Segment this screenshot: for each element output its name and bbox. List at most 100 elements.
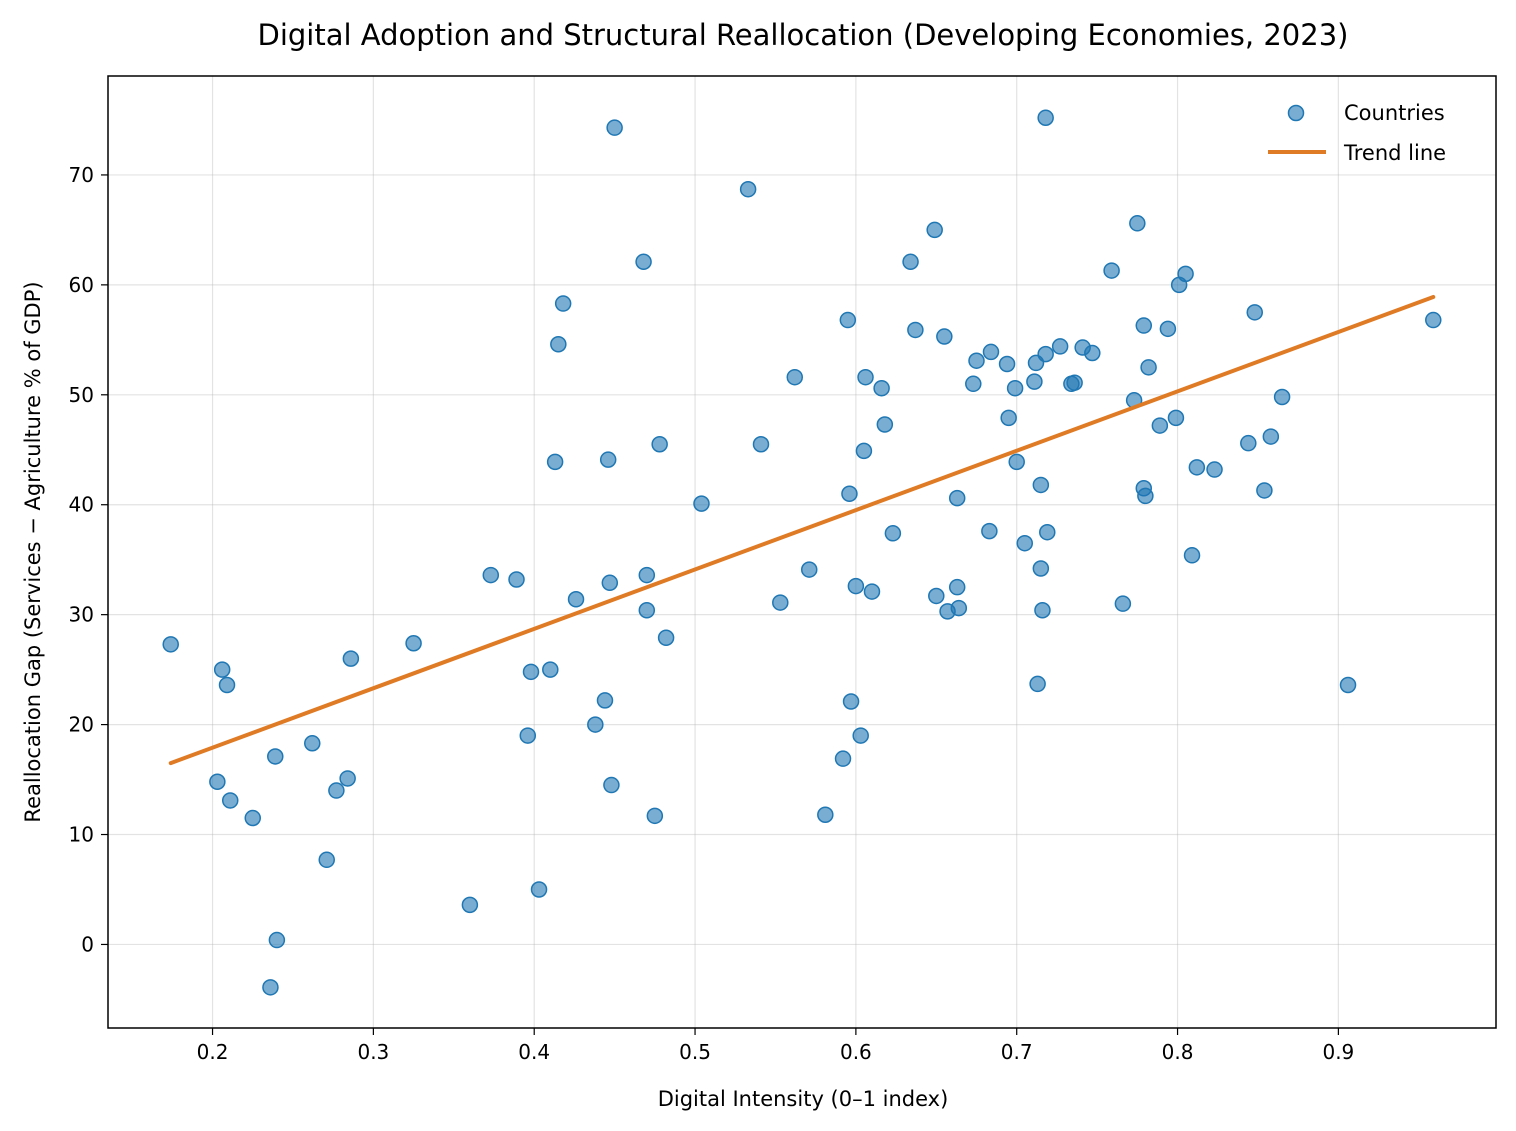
data-point: [1273, 388, 1291, 406]
data-point: [461, 896, 479, 914]
data-point: [847, 577, 865, 595]
data-point: [907, 321, 924, 339]
data-point: [1084, 344, 1101, 362]
data-point: [1029, 675, 1046, 693]
data-point: [1177, 265, 1194, 283]
data-point: [657, 629, 675, 646]
data-point: [928, 587, 945, 605]
data-point: [638, 566, 656, 584]
x-tick-label: 0.7: [1001, 1040, 1033, 1064]
data-point: [405, 634, 422, 652]
data-point: [218, 676, 236, 694]
data-point: [546, 453, 564, 471]
data-point: [1183, 547, 1201, 564]
x-tick-label: 0.6: [840, 1040, 872, 1064]
y-tick-label: 50: [69, 383, 94, 407]
data-point: [1262, 428, 1280, 445]
data-point: [508, 571, 525, 588]
data-point: [857, 368, 874, 386]
legend: Countries Trend line: [1268, 101, 1446, 165]
data-point: [772, 594, 789, 611]
data-point: [965, 375, 982, 393]
data-point: [599, 451, 617, 468]
x-tick-label: 0.9: [1322, 1040, 1354, 1064]
data-point: [1246, 304, 1263, 321]
x-tick-label: 0.3: [357, 1040, 389, 1064]
y-tick-label: 30: [69, 603, 94, 627]
data-point: [1129, 215, 1146, 232]
legend-label-trend: Trend line: [1343, 141, 1446, 165]
data-point: [522, 663, 540, 681]
data-point: [950, 599, 968, 617]
data-point: [1037, 109, 1054, 127]
axis-ticks: 0.2 0.3 0.4 0.5 0.6 0.7 0.8 0.9 0 10 20 30 40 50 60 70: [69, 163, 1355, 1064]
data-point: [162, 636, 179, 653]
data-point: [817, 806, 834, 823]
data-point: [244, 809, 262, 827]
data-point: [603, 776, 620, 794]
data-point: [1103, 262, 1120, 279]
data-point: [1137, 487, 1154, 505]
data-point: [1240, 434, 1257, 452]
data-point: [752, 436, 770, 453]
data-point: [1051, 338, 1069, 355]
x-axis-label: Digital Intensity (0–1 index): [658, 1087, 949, 1111]
data-point: [839, 311, 857, 329]
data-point: [852, 727, 869, 744]
y-tick-label: 20: [69, 713, 94, 737]
data-point: [876, 416, 894, 433]
data-point: [1159, 320, 1177, 338]
data-point: [1167, 409, 1185, 427]
data-point: [873, 379, 890, 397]
data-point: [834, 750, 852, 767]
data-point: [530, 881, 548, 898]
trend-line-layer: [168, 294, 1436, 766]
data-point: [1034, 602, 1051, 619]
y-tick-label: 40: [69, 493, 94, 517]
x-tick-label: 0.2: [197, 1040, 229, 1064]
data-point: [1151, 417, 1169, 434]
data-point: [318, 851, 335, 869]
data-point: [948, 489, 966, 507]
data-point: [841, 485, 858, 502]
legend-label-countries: Countries: [1344, 101, 1445, 125]
data-point: [786, 368, 804, 386]
data-point: [981, 522, 998, 540]
y-tick-label: 10: [69, 823, 94, 847]
data-point: [863, 583, 881, 600]
trend-line: [168, 294, 1436, 766]
data-point: [1339, 676, 1357, 694]
data-point: [1026, 373, 1043, 390]
data-point: [268, 931, 286, 949]
chart-title: Digital Adoption and Structural Realloca…: [258, 18, 1349, 52]
scatter-points: [162, 109, 1442, 996]
data-point: [567, 591, 585, 608]
data-point: [1140, 359, 1157, 376]
data-point: [968, 352, 985, 369]
data-point: [1008, 453, 1025, 471]
data-point: [1425, 311, 1442, 329]
data-point: [998, 355, 1016, 373]
data-point: [1188, 459, 1206, 476]
y-axis-label: Reallocation Gap (Services − Agriculture…: [21, 281, 45, 822]
data-point: [519, 727, 537, 744]
data-point: [948, 578, 966, 596]
data-point: [926, 221, 943, 239]
data-point: [482, 566, 500, 584]
data-point: [1037, 345, 1054, 363]
x-tick-label: 0.4: [518, 1040, 550, 1064]
plot-frame: [107, 75, 1497, 1029]
data-point: [1114, 595, 1132, 612]
data-point: [339, 770, 356, 787]
data-point: [221, 792, 239, 809]
data-point: [646, 807, 664, 825]
data-point: [982, 343, 1000, 361]
x-tick-label: 0.5: [679, 1040, 711, 1064]
data-point: [596, 692, 614, 709]
data-point: [902, 253, 919, 271]
data-point: [1006, 379, 1024, 397]
y-tick-label: 70: [69, 163, 94, 187]
grid: [108, 76, 1496, 1028]
data-point: [693, 495, 710, 512]
